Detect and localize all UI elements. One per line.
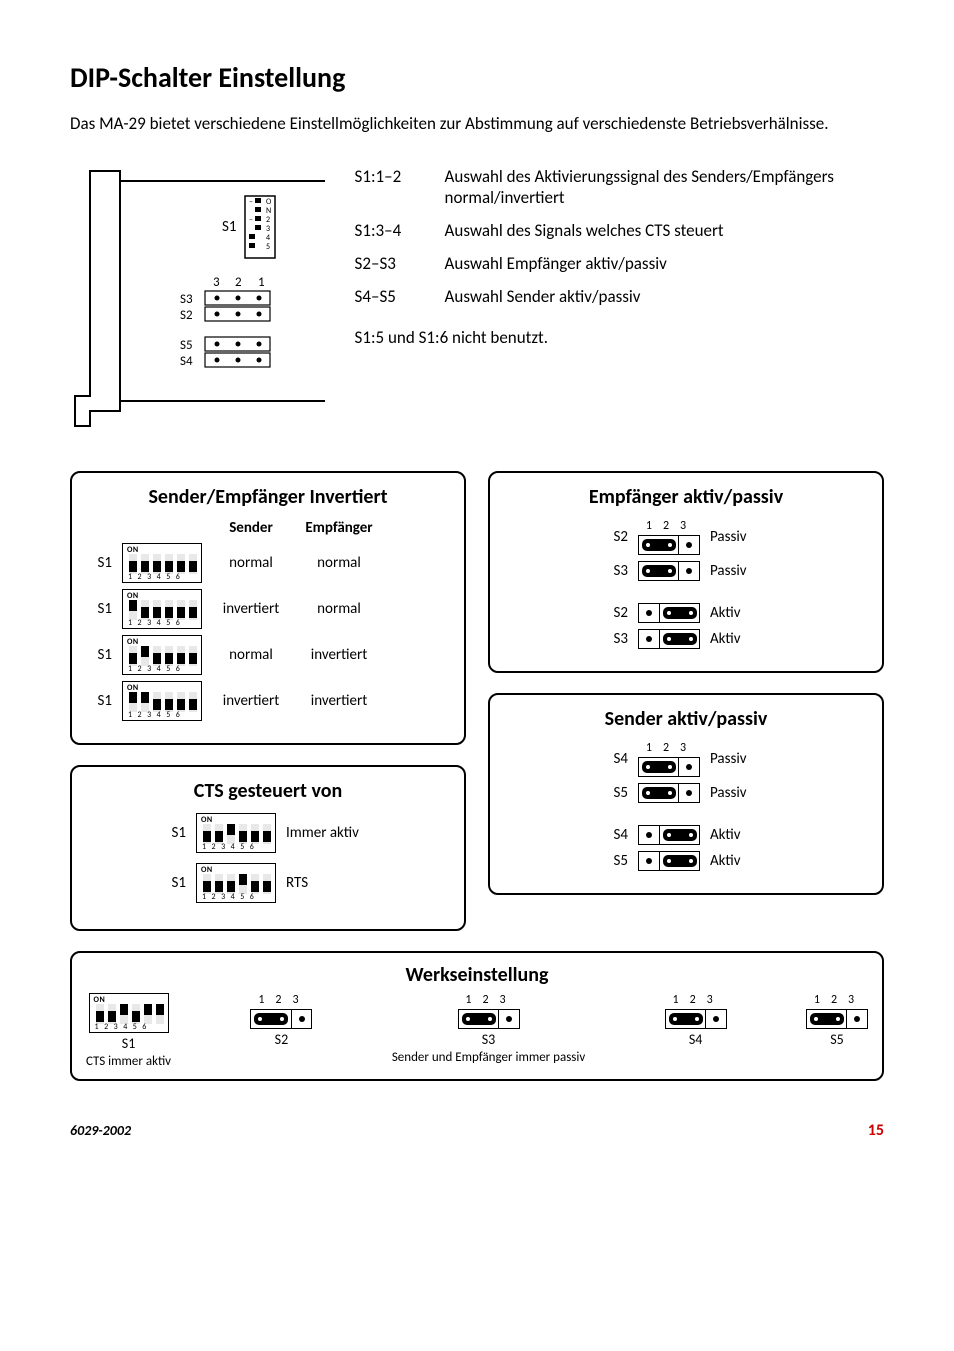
page-title: DIP-Schalter Einstellung (70, 60, 884, 95)
panel-sender-aktiv: Sender aktiv/passiv S4123Passiv S5Passiv S… (488, 693, 884, 895)
svg-text:5: 5 (266, 242, 270, 252)
svg-text:S2: S2 (180, 308, 193, 323)
panel1-row: S1ON123456invertiertinvertiert (86, 681, 450, 721)
panels-grid: Sender/Empfänger Invertiert Sender Empfä… (70, 471, 884, 931)
panel4-title: Sender aktiv/passiv (504, 707, 868, 731)
note-text: S1:5 und S1:6 nicht benutzt. (355, 327, 884, 348)
factory-jumper: 123S3Sender und Empfänger immer passiv (392, 993, 585, 1065)
jumper-3 (638, 783, 700, 803)
dip-switch-6: ON123456 (196, 813, 276, 853)
panel-cts: CTS gesteuert von S1ON123456Immer aktiv S… (70, 765, 466, 931)
page-number: 15 (868, 1121, 884, 1140)
jumper-3: 123 (806, 993, 868, 1029)
svg-text:1: 1 (258, 275, 265, 290)
panel2-row: S1ON123456Immer aktiv (86, 813, 450, 853)
jumper-3: 123 (458, 993, 520, 1029)
top-section: O– N 2– 3 4 5 S1 321 S3 S2 S5 S4 S1:1–2A… (70, 166, 884, 446)
definition-list: S1:1–2Auswahl des Aktivierungssignal des… (355, 166, 884, 348)
def-val: Auswahl Sender aktiv/passiv (445, 286, 884, 307)
dip-switch-6: ON123456 (122, 543, 202, 583)
def-key: S1:1–2 (355, 166, 445, 208)
factory-jumper: 123S5 (806, 993, 868, 1067)
jumper-row: S4Aktiv (504, 825, 868, 845)
panel2-title: CTS gesteuert von (86, 779, 450, 803)
factory-s1: ON123456S1CTS immer aktiv (86, 993, 171, 1069)
jumper-row: S2Aktiv (504, 603, 868, 623)
dip-switch-6: ON123456 (122, 635, 202, 675)
board-diagram: O– N 2– 3 4 5 S1 321 S3 S2 S5 S4 (70, 166, 325, 446)
jumper-3: 123 (638, 519, 700, 555)
jumper-row: S5Aktiv (504, 851, 868, 871)
def-key: S1:3–4 (355, 220, 445, 241)
jumper-3: 123 (665, 993, 727, 1029)
svg-text:S1: S1 (222, 218, 237, 236)
factory-jumper: 123S2 (250, 993, 312, 1067)
jumper-3 (638, 629, 700, 649)
dip-switch-6: ON123456 (89, 993, 169, 1033)
panel2-row: S1ON123456RTS (86, 863, 450, 903)
panel-werkseinstellung: Werkseinstellung ON123456S1CTS immer akt… (70, 951, 884, 1081)
factory-jumper: 123S4 (665, 993, 727, 1067)
svg-text:S3: S3 (180, 292, 193, 307)
svg-text:3: 3 (213, 275, 220, 290)
panel-sender-empfaenger: Sender/Empfänger Invertiert Sender Empfä… (70, 471, 466, 745)
jumper-3: 123 (638, 741, 700, 777)
jumper-row: S4123Passiv (504, 741, 868, 777)
panel1-row: S1ON123456normalinvertiert (86, 635, 450, 675)
jumper-row: S3Passiv (504, 561, 868, 581)
panel1-row: S1ON123456normalnormal (86, 543, 450, 583)
svg-text:–: – (249, 197, 253, 207)
def-val: Auswahl Empfänger aktiv/passiv (445, 253, 884, 274)
panel1-hdr-b: Empfänger (300, 519, 378, 537)
panel1-title: Sender/Empfänger Invertiert (86, 485, 450, 509)
panel3-title: Empfänger aktiv/passiv (504, 485, 868, 509)
jumper-row: S3Aktiv (504, 629, 868, 649)
intro-text: Das MA-29 bietet verschiedene Einstellmö… (70, 113, 884, 136)
dip-switch-6: ON123456 (122, 589, 202, 629)
panel-empfaenger-aktiv: Empfänger aktiv/passiv S2123Passiv S3Pass… (488, 471, 884, 673)
factory-title: Werkseinstellung (86, 963, 868, 987)
panel1-row: S1ON123456invertiertnormal (86, 589, 450, 629)
panel1-hdr-a: Sender (212, 519, 290, 537)
jumper-3 (638, 603, 700, 623)
svg-text:–: – (249, 215, 253, 225)
doc-number: 6029-2002 (70, 1122, 131, 1139)
dip-switch-6: ON123456 (122, 681, 202, 721)
jumper-3: 123 (250, 993, 312, 1029)
jumper-3 (638, 851, 700, 871)
page-footer: 6029-2002 15 (70, 1121, 884, 1140)
def-key: S2–S3 (355, 253, 445, 274)
svg-text:S4: S4 (180, 354, 193, 369)
jumper-row: S2123Passiv (504, 519, 868, 555)
def-val: Auswahl des Aktivierungssignal des Sende… (445, 166, 884, 208)
jumper-3 (638, 561, 700, 581)
svg-text:2: 2 (235, 275, 242, 290)
svg-text:S5: S5 (180, 338, 193, 353)
dip-switch-6: ON123456 (196, 863, 276, 903)
jumper-3 (638, 825, 700, 845)
jumper-row: S5Passiv (504, 783, 868, 803)
def-key: S4–S5 (355, 286, 445, 307)
def-val: Auswahl des Signals welches CTS steuert (445, 220, 884, 241)
